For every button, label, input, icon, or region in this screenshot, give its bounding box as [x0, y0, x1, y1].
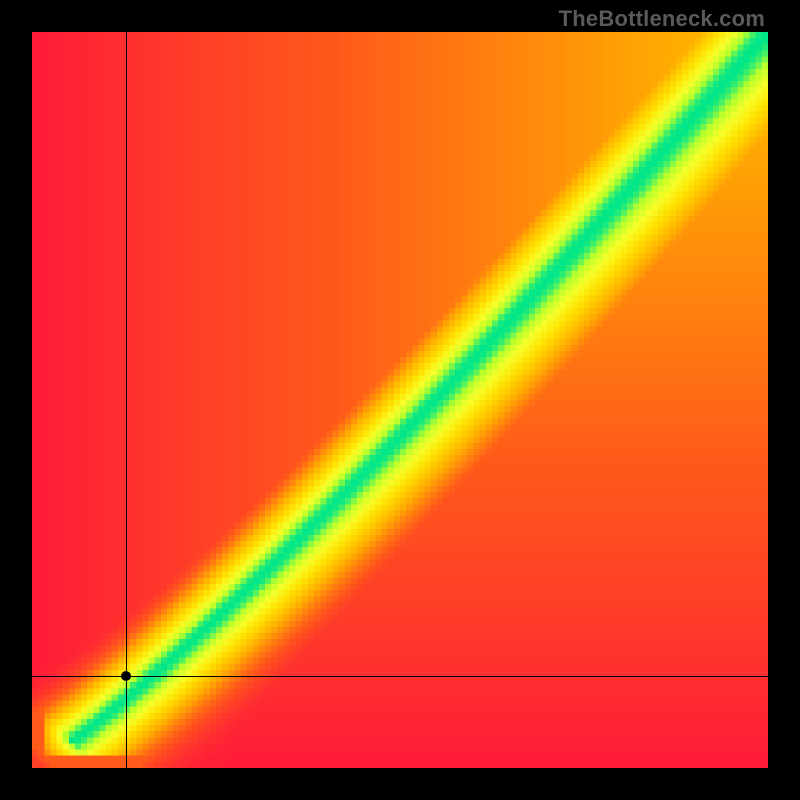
crosshair-horizontal: [32, 676, 768, 677]
crosshair-vertical: [126, 32, 127, 768]
bottleneck-heatmap: [32, 32, 768, 768]
watermark-text: TheBottleneck.com: [559, 6, 765, 32]
chart-container: { "watermark": { "text": "TheBottleneck.…: [0, 0, 800, 800]
